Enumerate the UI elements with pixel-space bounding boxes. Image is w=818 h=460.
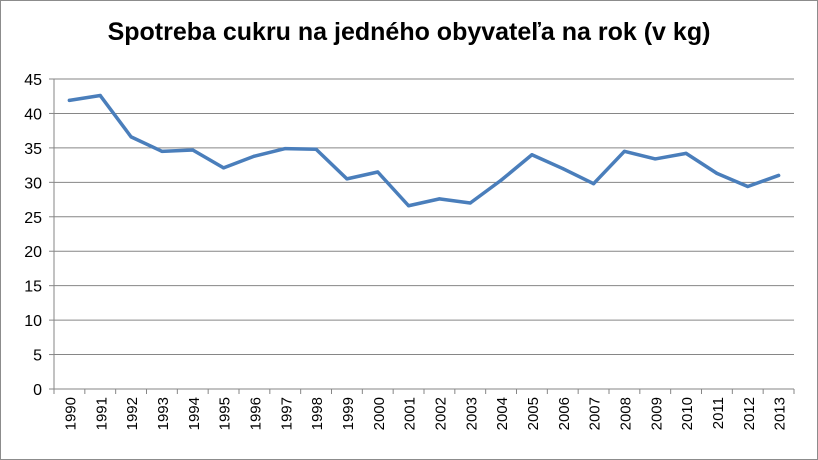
x-tick-label: 2005 bbox=[525, 397, 542, 430]
y-axis-ticks: 0 5 10 15 20 25 30 35 40 45 bbox=[24, 72, 42, 399]
data-point bbox=[591, 182, 596, 186]
data-point bbox=[345, 177, 349, 181]
data-point bbox=[653, 157, 657, 161]
data-point bbox=[191, 148, 195, 152]
data-point bbox=[746, 184, 750, 189]
y-tick-label: 30 bbox=[24, 175, 42, 192]
data-point bbox=[468, 201, 472, 205]
data-point bbox=[561, 166, 565, 171]
x-tick-label: 2003 bbox=[463, 397, 480, 430]
data-point bbox=[684, 151, 688, 155]
x-tick-label: 2012 bbox=[741, 397, 758, 430]
data-point bbox=[67, 98, 72, 102]
y-tick-label: 40 bbox=[24, 106, 42, 123]
chart-title: Spotreba cukru na jedného obyvateľa na r… bbox=[107, 18, 711, 46]
x-tick-label: 2008 bbox=[617, 397, 634, 430]
gridlines bbox=[54, 78, 794, 356]
x-tick-label: 1999 bbox=[340, 397, 357, 430]
x-tick-label: 1995 bbox=[217, 397, 234, 430]
y-tick-label: 25 bbox=[24, 210, 42, 227]
x-tick-label: 2006 bbox=[556, 397, 573, 430]
data-point bbox=[776, 173, 781, 178]
x-tick-label: 2001 bbox=[402, 397, 419, 430]
series-line bbox=[67, 93, 781, 208]
data-point bbox=[283, 146, 287, 151]
x-tick-label: 2009 bbox=[648, 397, 665, 430]
y-tick-label: 35 bbox=[24, 141, 42, 158]
x-tick-label: 2007 bbox=[587, 397, 604, 430]
x-tick-label: 1991 bbox=[93, 397, 110, 430]
x-tick-label: 2011 bbox=[710, 397, 727, 429]
x-tick-label: 2010 bbox=[679, 397, 696, 430]
y-tick-label: 5 bbox=[33, 348, 42, 365]
x-tick-label: 1993 bbox=[155, 397, 172, 430]
data-point bbox=[530, 153, 534, 157]
data-point bbox=[98, 93, 102, 98]
data-point bbox=[252, 154, 257, 158]
y-tick-label: 0 bbox=[33, 382, 42, 399]
y-tick-label: 20 bbox=[24, 244, 42, 261]
data-point bbox=[715, 171, 719, 175]
data-point bbox=[437, 197, 442, 201]
data-point bbox=[376, 170, 380, 174]
data-point bbox=[221, 166, 226, 170]
axes bbox=[49, 78, 795, 394]
x-tick-label: 1996 bbox=[247, 397, 264, 430]
x-tick-label: 1994 bbox=[186, 397, 203, 430]
data-point bbox=[406, 204, 411, 208]
x-tick-label: 1998 bbox=[309, 397, 326, 430]
x-tick-label: 2004 bbox=[494, 397, 511, 430]
data-point bbox=[499, 178, 503, 182]
y-tick-label: 15 bbox=[24, 279, 42, 296]
data-point bbox=[622, 149, 627, 153]
x-tick-label: 1992 bbox=[124, 397, 141, 430]
data-point bbox=[129, 135, 133, 139]
x-axis-ticks: 1990 1991 1992 1993 1994 1995 1996 1997 1998 1999… bbox=[62, 397, 788, 430]
x-tick-label: 2013 bbox=[772, 397, 789, 430]
x-tick-label: 2002 bbox=[432, 397, 449, 430]
y-tick-label: 10 bbox=[24, 313, 42, 330]
x-tick-label: 1990 bbox=[62, 397, 79, 430]
y-tick-label: 45 bbox=[24, 72, 42, 89]
data-point bbox=[160, 149, 164, 153]
x-tick-label: 2000 bbox=[371, 397, 388, 430]
data-point bbox=[314, 147, 318, 151]
x-tick-label: 1997 bbox=[278, 397, 295, 430]
series-group bbox=[67, 93, 781, 208]
